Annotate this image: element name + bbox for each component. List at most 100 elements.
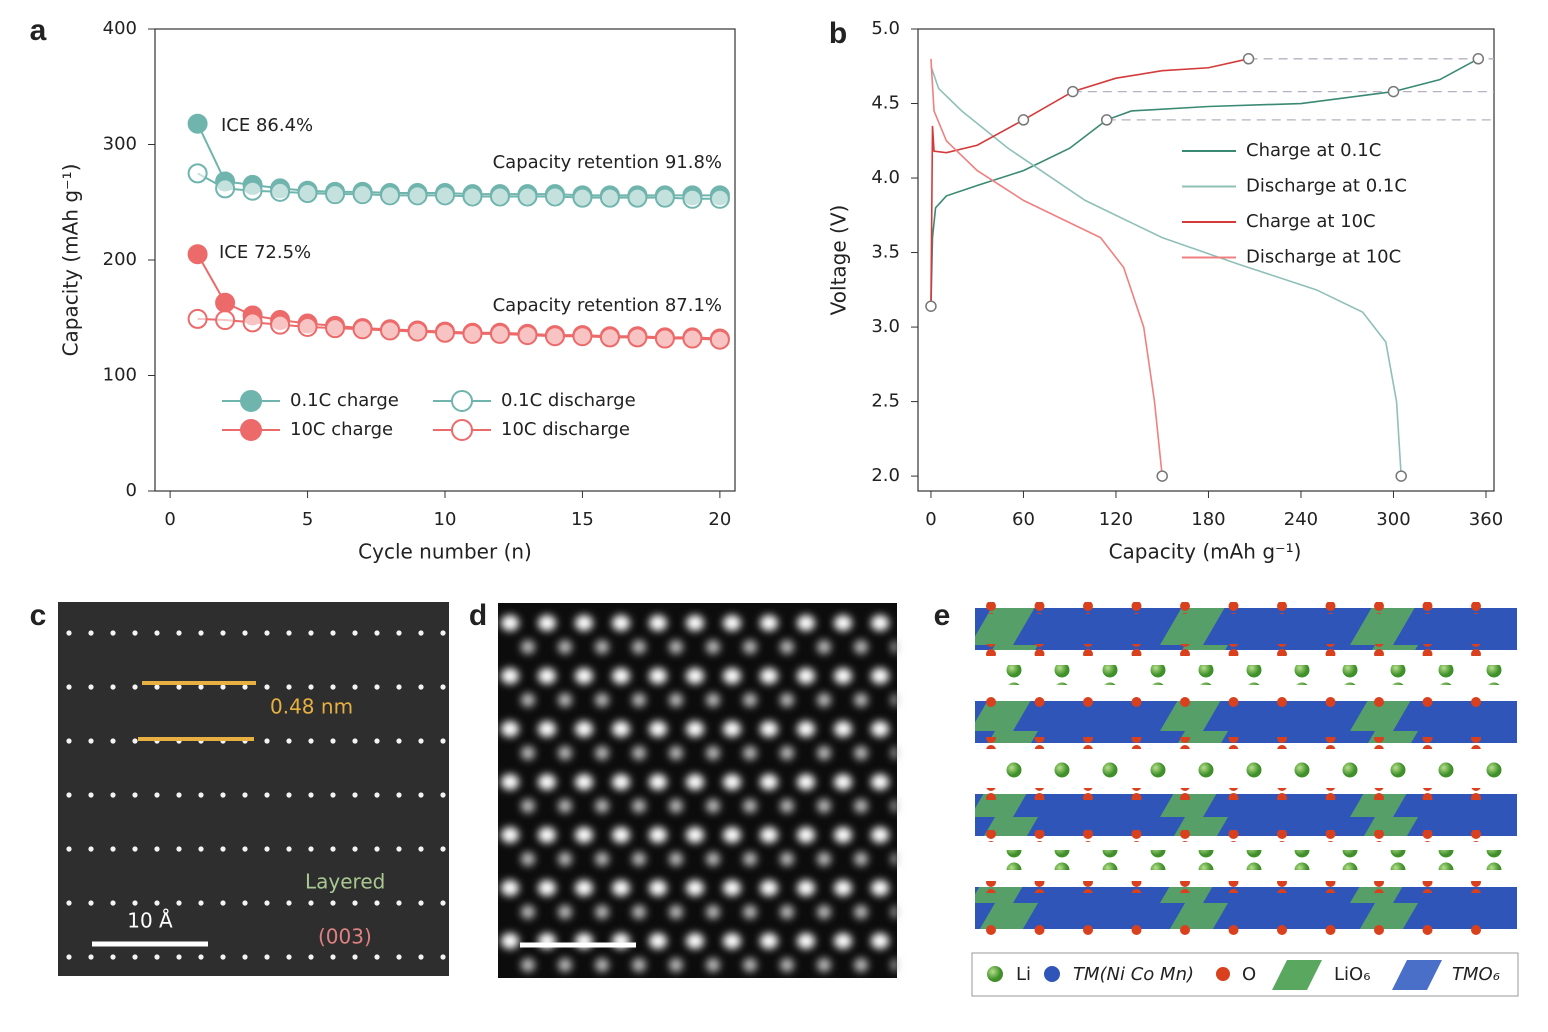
y-tick-label: 3.5 [871,242,900,263]
y-tick-label: 5.0 [871,18,900,39]
data-point [435,185,455,206]
data-point [627,327,648,348]
data-point [187,308,208,329]
scale-label: 10 Å [127,909,173,933]
data-point [544,186,565,207]
legend-marker [240,390,262,412]
series-line [930,58,1249,307]
legend-label: Li [1016,964,1031,985]
filtered-image-d [498,603,897,978]
y-axis-label: Voltage (V) [827,205,851,316]
data-point [215,178,236,199]
x-tick-label: 20 [708,509,731,530]
data-point [242,312,263,333]
data-point [270,314,291,335]
data-point [435,322,455,343]
data-point [380,320,401,341]
data-point [325,184,346,205]
data-point [462,323,483,344]
data-point [187,113,208,134]
data-point [187,244,208,265]
y-tick-label: 3.0 [871,316,900,337]
annotation: Capacity retention 91.8% [493,152,722,173]
marker [1017,114,1030,126]
phase-label: Layered [305,870,385,894]
panel-label: c [30,599,47,632]
y-tick-label: 300 [103,134,137,155]
series-line [930,58,1164,477]
data-point [380,185,401,206]
x-tick-label: 360 [1469,509,1503,530]
legend-label: Charge at 0.1C [1246,140,1381,161]
x-axis-label: Capacity (mAh g⁻¹) [1109,540,1302,564]
legend-label: 0.1C discharge [501,390,636,411]
y-tick-label: 200 [103,249,137,270]
x-tick-label: 0 [925,509,936,530]
panel-label: b [829,17,847,50]
data-point [297,316,318,337]
data-point [297,183,318,204]
marker [1242,53,1255,65]
marker [1156,470,1168,482]
panel-label: a [30,14,47,47]
data-point [187,163,208,184]
panel-label: e [934,599,951,632]
y-tick-label: 2.0 [871,465,900,486]
panel-label: d [469,599,487,632]
marker [1067,85,1079,98]
y-axis-label: Capacity (mAh g⁻¹) [59,164,83,357]
y-tick-label: 0 [126,480,137,501]
data-point [489,323,510,344]
marker [1100,114,1113,126]
data-point [682,188,703,209]
annotation: ICE 72.5% [219,242,311,263]
marker [925,300,937,312]
y-tick-label: 4.0 [871,167,900,188]
x-tick-label: 10 [434,509,457,530]
data-point [709,188,730,209]
data-point [215,310,236,331]
data-point [407,185,428,206]
marker [1472,53,1485,65]
legend-label: Charge at 10C [1246,211,1376,232]
legend-marker [451,419,473,441]
x-tick-label: 60 [1012,509,1035,530]
x-tick-label: 5 [302,509,313,530]
legend-label: Discharge at 10C [1246,247,1401,268]
annotation: Capacity retention 87.1% [493,295,722,316]
y-tick-label: 400 [103,18,137,39]
legend-label: 0.1C charge [290,390,399,411]
x-tick-label: 180 [1191,509,1225,530]
y-tick-label: 100 [103,365,137,386]
plane-label: (003) [318,925,372,949]
spacing-label: 0.48 nm [270,695,353,719]
data-point [599,187,620,208]
x-tick-label: 120 [1099,509,1133,530]
crystal-structure-e: Li TM(Ni Co Mn) O LiO₆ TMO₆ [971,602,1519,997]
data-point [709,329,730,350]
x-axis-label: Cycle number (n) [358,540,532,564]
data-point [682,328,703,349]
series-line [930,58,1479,307]
legend-label: Discharge at 0.1C [1246,176,1407,197]
annotation: ICE 86.4% [221,115,313,136]
x-tick-label: 15 [571,509,594,530]
data-point [242,180,263,201]
data-point [517,186,538,207]
stem-image-c: 0.48 nm Layered (003) 10 Å [58,602,449,976]
marker [1395,470,1407,482]
data-point [489,186,510,207]
legend-marker [240,419,262,441]
data-point [654,328,675,349]
data-point [544,326,565,347]
data-point [599,327,620,348]
data-point [654,187,675,208]
data-point [270,181,291,202]
series-line [930,65,1402,477]
x-tick-label: 300 [1376,509,1410,530]
data-point [517,325,538,346]
plot-frame [917,28,1495,492]
data-point [572,187,593,208]
